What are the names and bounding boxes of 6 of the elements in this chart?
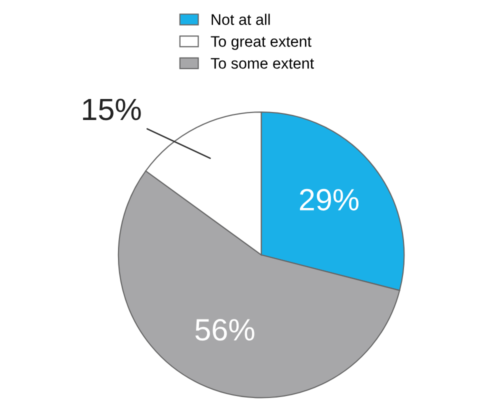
data-label: 15% [83, 98, 141, 120]
legend-label: To great extent [210, 36, 312, 50]
data-label: 29% [300, 188, 358, 211]
legend-label: To some extent [210, 58, 314, 69]
data-label: 56% [195, 318, 254, 341]
legend-label: Not at all [212, 14, 270, 25]
